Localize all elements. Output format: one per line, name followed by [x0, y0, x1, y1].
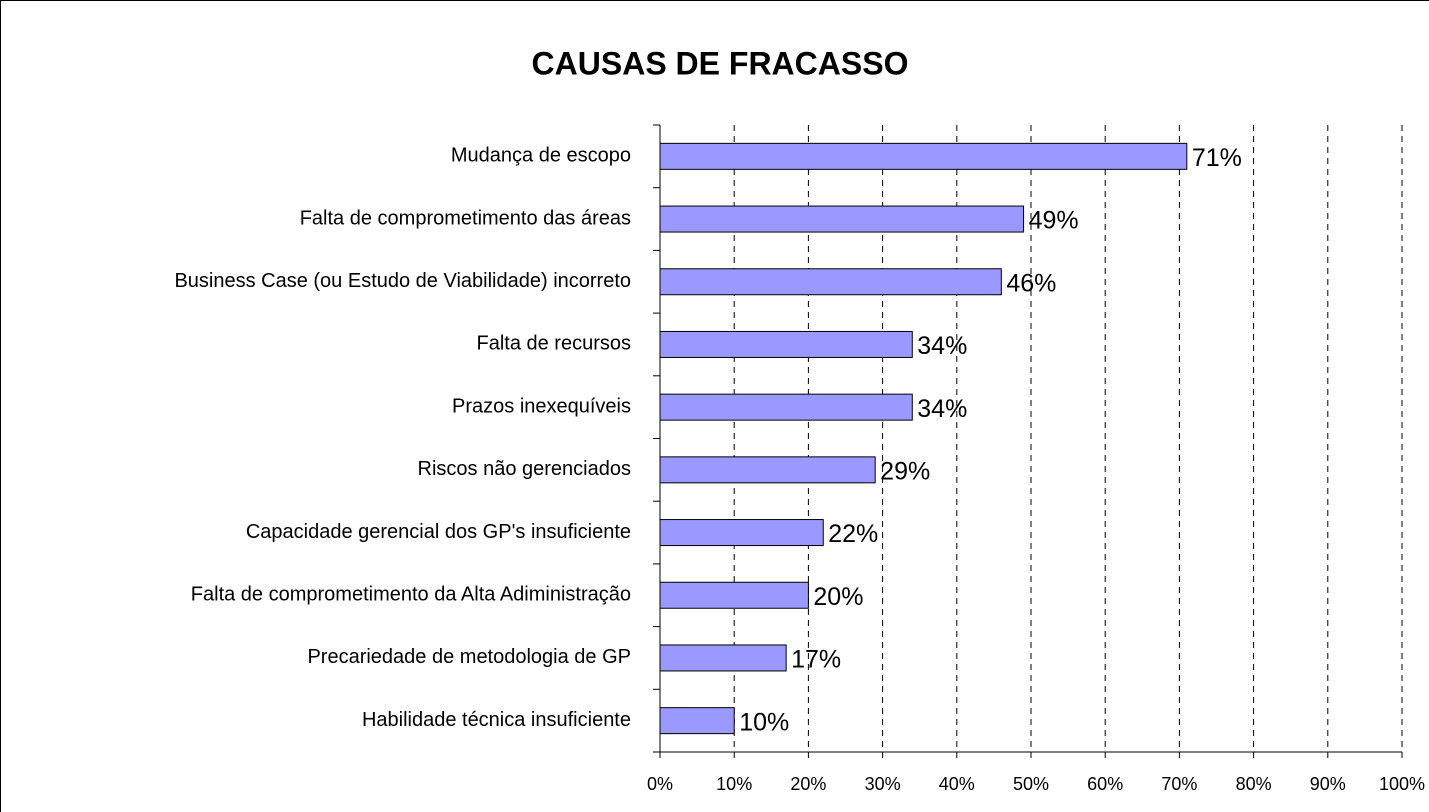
data-label: 71% [1192, 144, 1242, 172]
x-tick-label: 10% [716, 774, 752, 794]
bar [659, 644, 787, 672]
data-label: 22% [828, 520, 878, 548]
y-tick-label: Prazos inexequíveis [452, 395, 631, 417]
x-tick-label: 80% [1236, 774, 1272, 794]
bar [659, 268, 1002, 296]
data-label: 20% [813, 583, 863, 611]
bar [659, 707, 735, 735]
data-label: 10% [739, 708, 789, 736]
x-tick-label: 100% [1379, 774, 1425, 794]
chart-title: CAUSAS DE FRACASSO [532, 45, 909, 81]
y-tick-label: Precariedade de metodologia de GP [307, 646, 631, 668]
bar [659, 205, 1025, 233]
y-tick-label: Habilidade técnica insuficiente [362, 709, 631, 731]
x-tick-label: 0% [647, 774, 673, 794]
y-tick-label: Mudança de escopo [451, 145, 631, 167]
data-label: 17% [791, 646, 841, 674]
data-label: 34% [917, 332, 967, 360]
y-tick-label: Falta de recursos [476, 333, 631, 355]
data-label: 34% [917, 395, 967, 423]
y-tick-label: Capacidade gerencial dos GP's insuficien… [246, 521, 631, 543]
bar [659, 330, 913, 358]
bar [659, 456, 876, 484]
data-label: 49% [1029, 207, 1079, 235]
x-tick-label: 30% [865, 774, 901, 794]
bar [659, 519, 824, 547]
data-label: 46% [1006, 269, 1056, 297]
x-tick-label: 90% [1310, 774, 1346, 794]
x-tick-label: 40% [939, 774, 975, 794]
y-tick-label: Falta de comprometimento da Alta Adimini… [191, 584, 631, 606]
x-tick-label: 50% [1013, 774, 1049, 794]
bar [659, 581, 809, 609]
bar [659, 142, 1188, 170]
x-tick-label: 20% [790, 774, 826, 794]
x-tick-label: 60% [1087, 774, 1123, 794]
y-tick-label: Riscos não gerenciados [418, 458, 631, 480]
x-tick-label: 70% [1161, 774, 1197, 794]
bar [659, 393, 913, 421]
y-tick-label: Business Case (ou Estudo de Viabilidade)… [174, 270, 631, 292]
y-tick-label: Falta de comprometimento das áreas [300, 207, 631, 229]
data-label: 29% [880, 457, 930, 485]
